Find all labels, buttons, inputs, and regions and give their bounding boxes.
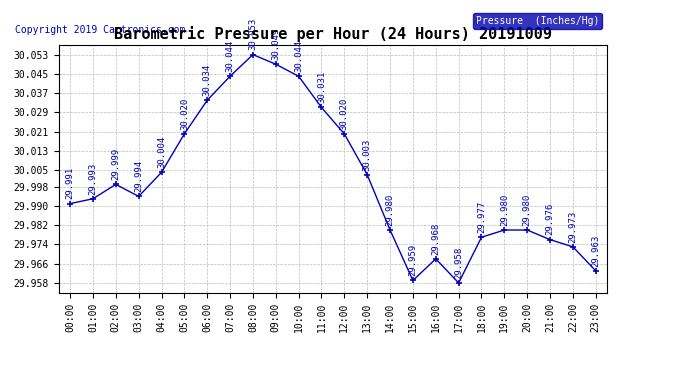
Text: 29.977: 29.977 (477, 201, 486, 233)
Text: 30.004: 30.004 (157, 136, 166, 168)
Text: 30.034: 30.034 (203, 64, 212, 96)
Text: 29.959: 29.959 (408, 244, 417, 276)
Text: 30.020: 30.020 (340, 98, 349, 130)
Text: 29.973: 29.973 (569, 210, 578, 243)
Text: 29.980: 29.980 (523, 194, 532, 226)
Text: 29.991: 29.991 (66, 167, 75, 200)
Text: 30.031: 30.031 (317, 71, 326, 103)
Text: 29.963: 29.963 (591, 234, 600, 267)
Text: Copyright 2019 Cartronics.com: Copyright 2019 Cartronics.com (14, 25, 185, 35)
Text: 29.980: 29.980 (386, 194, 395, 226)
Text: 30.044: 30.044 (294, 40, 303, 72)
Text: 29.958: 29.958 (454, 246, 463, 279)
Text: 29.968: 29.968 (431, 222, 440, 255)
Text: 29.976: 29.976 (546, 203, 555, 236)
Text: 30.053: 30.053 (248, 18, 257, 51)
Text: 29.980: 29.980 (500, 194, 509, 226)
Title: Barometric Pressure per Hour (24 Hours) 20191009: Barometric Pressure per Hour (24 Hours) … (114, 27, 552, 42)
Text: 30.020: 30.020 (180, 98, 189, 130)
Text: 29.993: 29.993 (88, 162, 97, 195)
Text: 30.003: 30.003 (363, 138, 372, 171)
Legend: Pressure  (Inches/Hg): Pressure (Inches/Hg) (473, 13, 602, 28)
Text: 30.049: 30.049 (271, 28, 280, 60)
Text: 30.044: 30.044 (226, 40, 235, 72)
Text: 29.994: 29.994 (134, 160, 143, 192)
Text: 29.999: 29.999 (111, 148, 120, 180)
